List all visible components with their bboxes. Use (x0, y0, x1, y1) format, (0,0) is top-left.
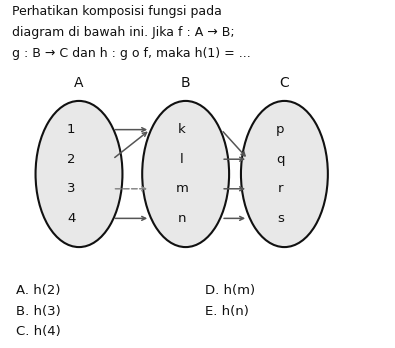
Text: k: k (178, 123, 186, 136)
Text: 2: 2 (67, 153, 75, 166)
Text: diagram di bawah ini. Jika f : A → B;: diagram di bawah ini. Jika f : A → B; (12, 26, 235, 39)
Text: 3: 3 (67, 182, 75, 195)
Ellipse shape (241, 101, 328, 247)
Text: l: l (180, 153, 184, 166)
Text: Perhatikan komposisi fungsi pada: Perhatikan komposisi fungsi pada (12, 5, 222, 18)
Text: p: p (276, 123, 285, 136)
Text: A: A (74, 77, 84, 90)
Text: n: n (177, 212, 186, 225)
Text: q: q (276, 153, 285, 166)
Text: D. h(m): D. h(m) (205, 284, 256, 296)
Text: 4: 4 (67, 212, 75, 225)
Text: E. h(n): E. h(n) (205, 304, 249, 317)
Text: C. h(4): C. h(4) (16, 325, 60, 338)
Ellipse shape (142, 101, 229, 247)
Text: r: r (278, 182, 283, 195)
Text: s: s (277, 212, 284, 225)
Text: B. h(3): B. h(3) (16, 304, 60, 317)
Text: 1: 1 (67, 123, 75, 136)
Text: A. h(2): A. h(2) (16, 284, 60, 296)
Text: g : B → C dan h : g o f, maka h(1) = ...: g : B → C dan h : g o f, maka h(1) = ... (12, 47, 250, 60)
Ellipse shape (36, 101, 122, 247)
Text: B: B (181, 77, 190, 90)
Text: C: C (280, 77, 289, 90)
Text: m: m (175, 182, 188, 195)
